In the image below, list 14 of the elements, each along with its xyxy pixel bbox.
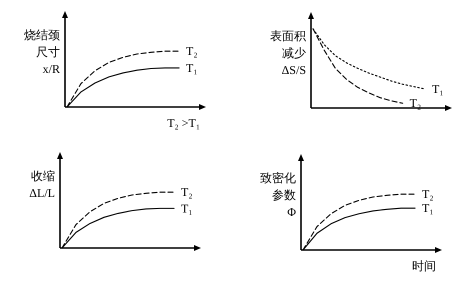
series-label: T₂ <box>422 187 434 202</box>
series-label: T₂ <box>186 44 198 58</box>
y-axis-title: 表面积减少 ΔS/S <box>270 29 306 77</box>
series-label: T₁ <box>186 60 198 75</box>
series-label: T₁ <box>432 82 444 96</box>
x-axis-title: T₂ >T₁ <box>167 116 200 130</box>
legend-label: T₂ <box>410 96 422 110</box>
y-axis-title: 致密化参数 Φ <box>260 171 296 219</box>
series-label: T₂ <box>181 185 193 200</box>
y-axis-title: 烧结颈尺寸 x/R <box>24 28 60 76</box>
y-axis-title: 收缩 ΔL/L <box>29 169 55 200</box>
series-label: T₁ <box>422 201 434 216</box>
series-label: T₁ <box>181 201 193 216</box>
x-axis-title: 时间 <box>412 259 436 273</box>
